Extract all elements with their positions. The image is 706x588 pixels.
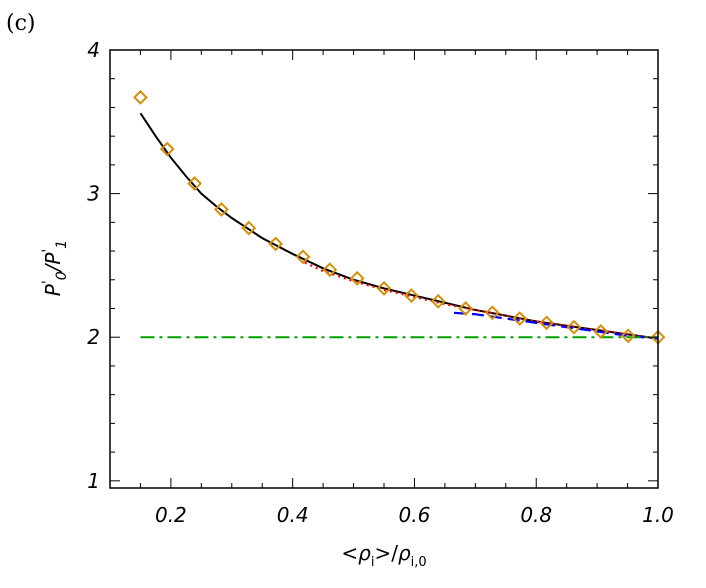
diamond-marker [566, 319, 582, 335]
diamond-marker [512, 311, 528, 326]
diamond-marker [484, 305, 500, 321]
diamond-marker [349, 270, 365, 286]
x-tick-label: 1.0 [642, 503, 674, 527]
diamond-marker [430, 293, 446, 309]
x-tick-label: 0.6 [399, 503, 431, 527]
diamond-marker [620, 328, 636, 344]
y-tick-label: 2 [87, 325, 100, 349]
diamond-marker [187, 176, 203, 191]
diamond-marker [458, 301, 474, 316]
y-tick-label: 4 [87, 38, 100, 62]
diamond-marker [159, 141, 175, 157]
tick-layer [109, 49, 659, 488]
series-layer [139, 112, 659, 340]
panel-label: (c) [6, 11, 36, 36]
y-tick-label: 3 [87, 182, 100, 206]
y-axis-label: P'0/P'1 [40, 240, 70, 296]
diamond-marker [241, 220, 257, 236]
x-axis-label: <ρi>/ρi,0 [341, 541, 426, 570]
y-tick-label: 1 [87, 469, 100, 493]
diamond-marker [539, 315, 554, 331]
series-line-solid [139, 112, 659, 340]
diamond-marker [376, 280, 392, 296]
diamond-marker [133, 89, 148, 105]
marker-layer [133, 89, 666, 345]
x-tick-label: 0.8 [520, 503, 552, 527]
diamond-marker [403, 288, 419, 303]
plot-frame [109, 49, 659, 489]
x-tick-label: 0.4 [277, 503, 309, 527]
x-tick-label: 0.2 [155, 503, 187, 527]
diamond-marker [322, 262, 338, 278]
diamond-marker [295, 249, 311, 265]
tick-label-layer: 0.2 0.4 0.6 0.8 1.0 1 2 3 4 [87, 38, 674, 527]
diamond-marker [593, 324, 609, 339]
diamond-marker [214, 201, 229, 217]
diamond-marker [268, 236, 284, 252]
